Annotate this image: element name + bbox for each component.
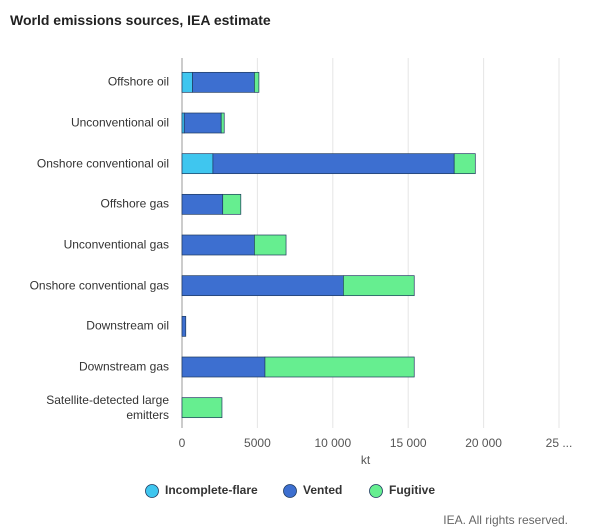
y-tick-label: Downstream oil	[86, 318, 169, 333]
legend-label: Incomplete-flare	[165, 483, 258, 497]
chart-title: World emissions sources, IEA estimate	[10, 12, 271, 28]
y-tick-label: Unconventional gas	[63, 237, 169, 252]
bar-segment	[192, 71, 255, 93]
y-tick-label: Unconventional oil	[70, 115, 169, 130]
bar-segment	[254, 71, 260, 93]
x-tick-label: 0	[179, 436, 186, 450]
bar-segment	[264, 356, 415, 378]
x-tick-label: 25 ...	[546, 436, 573, 450]
footer: IEA. All rights reserved.	[443, 513, 568, 527]
legend-marker	[369, 484, 383, 498]
legend-label: Fugitive	[389, 483, 435, 497]
bar-segment	[254, 234, 287, 256]
bar-segment	[181, 153, 214, 175]
y-tick-label: Offshore gas	[100, 196, 169, 211]
y-tick-label: Downstream gas	[78, 359, 169, 374]
x-tick-label: 5000	[244, 436, 271, 450]
x-tick-label: 10 000	[314, 436, 351, 450]
bar-segment	[343, 275, 415, 297]
x-axis-label: kt	[361, 453, 371, 467]
y-tick-label: Satellite-detected large emitters	[46, 392, 169, 422]
bar-segment	[181, 275, 344, 297]
x-tick-label: 20 000	[465, 436, 502, 450]
bar-segment	[181, 234, 255, 256]
legend-marker	[283, 484, 297, 498]
y-tick-label: Onshore conventional oil	[36, 156, 169, 171]
bar-segment	[183, 112, 222, 134]
bar-segment	[222, 193, 242, 215]
bar-segment	[220, 112, 225, 134]
y-tick-label: Offshore oil	[107, 74, 169, 89]
bar-segment	[453, 153, 476, 175]
legend-marker	[145, 484, 159, 498]
bar-segment	[181, 397, 223, 419]
bar-segment	[181, 315, 187, 337]
legend-label: Vented	[303, 483, 342, 497]
bar-segment	[212, 153, 455, 175]
bar-segment	[181, 356, 266, 378]
x-tick-label: 15 000	[390, 436, 427, 450]
bar-segment	[181, 71, 193, 93]
bar-segment	[181, 193, 224, 215]
y-tick-label: Onshore conventional gas	[29, 278, 169, 293]
